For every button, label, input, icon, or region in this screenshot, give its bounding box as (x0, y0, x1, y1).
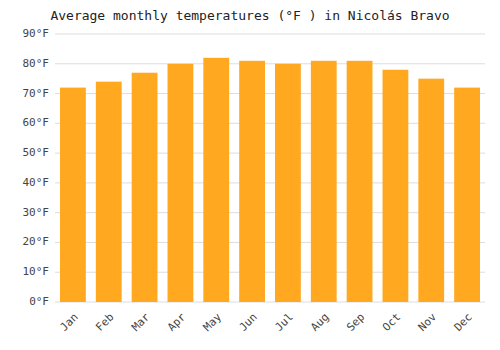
x-tick-label: Jan (57, 311, 80, 334)
y-tick-label: 30°F (23, 206, 50, 219)
bar (132, 73, 158, 302)
x-tick-label: Mar (129, 310, 153, 334)
bar (168, 64, 194, 302)
bar (275, 64, 301, 302)
x-tick-label: Jul (272, 311, 295, 334)
grid-line (55, 34, 485, 35)
y-grid (55, 34, 485, 302)
y-tick-label: 60°F (23, 116, 50, 129)
bar (96, 82, 122, 302)
bar (418, 79, 444, 302)
x-tick-label: May (201, 310, 225, 334)
chart: 0°F 10°F 20°F 30°F 40°F 50°F 60°F 70°F 80°F 90°F J… (0, 0, 500, 350)
x-tick-label: Nov (416, 310, 440, 334)
bars (60, 58, 480, 302)
x-tick-label: Aug (308, 311, 331, 334)
grid-line (55, 63, 485, 64)
x-tick-label: Oct (380, 311, 403, 334)
x-tick-label: Apr (165, 310, 189, 334)
x-tick-label: Sep (344, 311, 367, 334)
y-tick-label: 0°F (29, 295, 49, 308)
y-tick-label: 50°F (23, 146, 50, 159)
y-tick-label: 80°F (23, 57, 50, 70)
bar (311, 61, 337, 302)
bar (347, 61, 373, 302)
bar (454, 88, 480, 302)
y-tick-label: 40°F (23, 176, 50, 189)
x-tick-label: Dec (452, 311, 475, 334)
y-tick-label: 10°F (23, 265, 50, 278)
bar (239, 61, 265, 302)
bar (203, 58, 229, 302)
y-tick-label: 20°F (23, 235, 50, 248)
bar (60, 88, 86, 302)
y-tick-label: 90°F (23, 27, 50, 40)
x-tick-label: Jun (237, 311, 260, 334)
y-tick-label: 70°F (23, 87, 50, 100)
x-tick-label: Feb (93, 311, 116, 334)
title: Average monthly temperatures (°F ) in Ni… (50, 8, 449, 23)
bar (383, 70, 409, 302)
